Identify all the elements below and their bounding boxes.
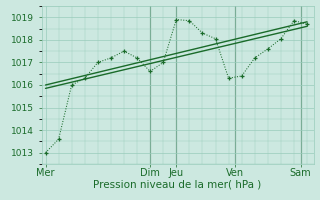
X-axis label: Pression niveau de la mer( hPa ): Pression niveau de la mer( hPa ) xyxy=(93,180,262,190)
